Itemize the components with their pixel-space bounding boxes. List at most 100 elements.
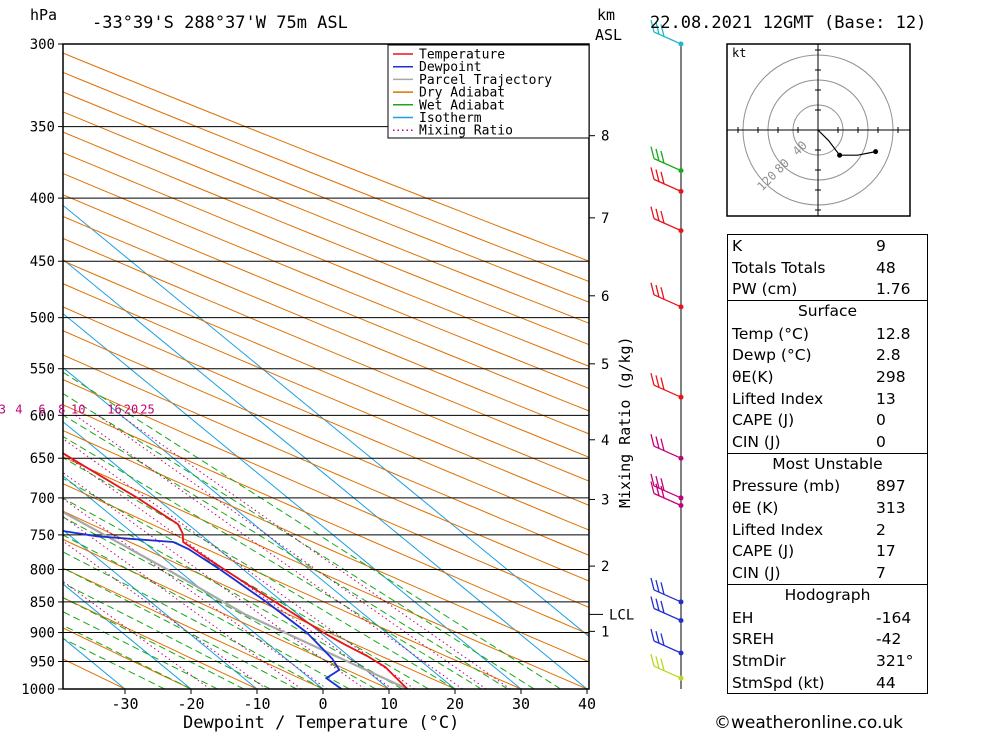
dry-adiabat-line <box>63 152 589 367</box>
wind-barb-flag <box>650 282 655 295</box>
wind-barb-shaft <box>653 492 682 507</box>
dry-adiabat-line <box>63 172 589 390</box>
wind-barb-flag <box>650 434 655 447</box>
dry-adiabat-line <box>63 483 522 689</box>
wind-barb-flag <box>655 483 660 496</box>
wind-barb-flag <box>660 287 665 300</box>
wet-adiabat-line <box>63 624 192 689</box>
k-index-label: K <box>732 236 743 255</box>
hodograph-point <box>873 149 879 155</box>
surface-dewp-label: Dewp (°C) <box>732 346 812 365</box>
indices-table: K 9 Totals Totals 48 PW (cm) 1.76 Surface T… <box>727 234 928 695</box>
temperature-tick-label: -30 <box>111 695 138 713</box>
pressure-tick-label: 300 <box>30 37 55 53</box>
stmspd-value: 44 <box>876 673 896 692</box>
wet-adiabat-line <box>63 567 297 689</box>
dry-adiabat-line <box>63 131 589 346</box>
mixing-ratio-label: 4 <box>15 402 22 416</box>
isotherm-line <box>63 258 588 689</box>
isotherm-line <box>63 421 390 689</box>
wind-barb-shaft <box>653 178 682 192</box>
lcl-label: LCL <box>609 607 634 623</box>
dry-adiabat-line <box>63 215 589 435</box>
mixing-ratio-label: 10 <box>71 402 85 416</box>
wind-barb-flag <box>655 22 660 35</box>
km-tick-label: 5 <box>601 357 609 373</box>
wind-barb-shaft <box>653 158 682 172</box>
temperature-tick-label: 30 <box>512 695 530 713</box>
km-tick-label: 2 <box>601 559 609 575</box>
pressure-tick-label: 350 <box>30 120 55 136</box>
mu-theta-label: θE (K) <box>732 499 779 518</box>
wet-adiabat-line <box>63 497 403 689</box>
legend-entry-label: Wet Adiabat <box>419 98 505 113</box>
dry-adiabat-line <box>63 429 589 663</box>
mu-pressure-label: Pressure (mb) <box>732 477 841 496</box>
surface-cape-value: 0 <box>876 411 886 430</box>
wind-barb-flag <box>650 167 655 180</box>
dry-adiabat-line <box>63 194 589 412</box>
wind-barb-flag <box>650 481 655 494</box>
dry-adiabat-line <box>63 627 192 689</box>
dry-adiabat-line <box>63 597 258 689</box>
wind-barb-flag <box>655 598 660 611</box>
mu-li-label: Lifted Index <box>732 520 824 539</box>
pressure-tick-label: 1000 <box>21 682 55 698</box>
pressure-tick-label: 450 <box>30 254 55 270</box>
pressure-tick-label: 950 <box>30 655 55 671</box>
wind-barb-flag <box>650 654 655 667</box>
dry-adiabat-line <box>63 567 324 689</box>
dry-adiabat-line <box>63 111 589 324</box>
wind-barb-shaft <box>653 31 682 45</box>
wind-barb-flag <box>660 377 665 390</box>
surface-theta-label: θE(K) <box>732 367 774 386</box>
legend-entry-label: Parcel Trajectory <box>419 73 552 88</box>
surface-theta-value: 298 <box>876 367 906 386</box>
wind-barb-dot <box>678 675 684 681</box>
eh-label: EH <box>732 608 754 627</box>
mu-pressure-value: 897 <box>876 477 906 496</box>
wind-barb-flag <box>660 478 665 491</box>
wind-barb-dot <box>678 188 684 194</box>
wind-barb-dot <box>678 168 684 174</box>
wind-barb-shaft <box>653 589 682 603</box>
sreh-value: -42 <box>876 630 902 649</box>
wind-barb-dot <box>678 394 684 400</box>
location-title: -33°39'S 288°37'W 75m ASL <box>92 13 348 33</box>
surface-temp-value: 12.8 <box>876 324 911 343</box>
wind-barb-flag <box>650 19 655 33</box>
legend-entry-label: Isotherm <box>419 111 482 126</box>
wind-barb-shaft <box>653 445 682 459</box>
wind-barb-flag <box>655 148 660 161</box>
wind-barb-flag <box>650 596 655 609</box>
x-axis-label: Dewpoint / Temperature (°C) <box>183 713 459 733</box>
pressure-tick-label: 850 <box>30 595 55 611</box>
surface-dewp-value: 2.8 <box>876 346 901 365</box>
km-tick-label: 4 <box>601 433 609 449</box>
dry-adiabat-line <box>63 379 589 608</box>
wind-barb-flag <box>655 436 660 449</box>
mu-theta-value: 313 <box>876 499 906 518</box>
stmspd-label: StmSpd (kt) <box>732 673 825 692</box>
wind-barb-flag <box>660 633 665 646</box>
temperature-tick-label: 10 <box>380 695 398 713</box>
wind-barb-shaft <box>653 294 682 308</box>
pressure-tick-label: 550 <box>30 362 55 378</box>
wind-barb-dot <box>678 455 684 461</box>
wind-barb-flag <box>660 582 665 595</box>
temperature-tick-label: 0 <box>318 695 327 713</box>
km-tick-label: 8 <box>601 129 609 145</box>
wind-barb-flag <box>655 656 660 669</box>
totals-totals-value: 48 <box>876 258 896 277</box>
wind-barb-dot <box>678 650 684 656</box>
wet-adiabat-line <box>63 457 456 689</box>
wind-barb-flag <box>660 171 665 184</box>
wind-barb-shaft <box>653 607 682 622</box>
dry-adiabat-line <box>63 91 589 303</box>
wet-adiabat-line <box>63 516 377 689</box>
wind-barb-flag <box>655 631 660 644</box>
wind-barb-flag <box>660 485 665 499</box>
wind-barb-flag <box>655 284 660 298</box>
